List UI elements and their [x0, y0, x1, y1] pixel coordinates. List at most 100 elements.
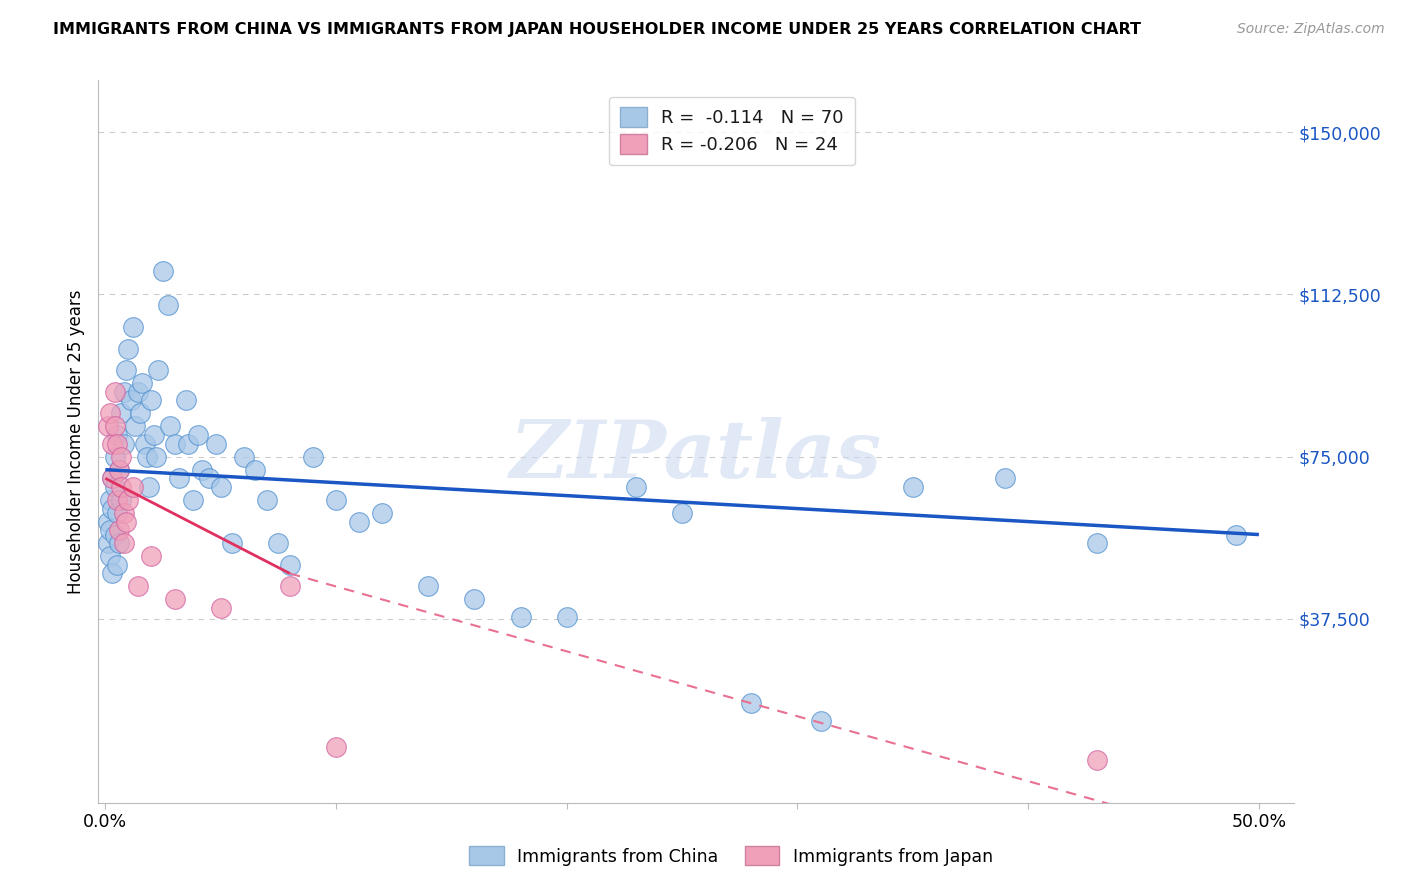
Point: [267, 536, 290, 550]
Point: [245, 463, 267, 477]
Point: [163, 436, 186, 450]
Point: [105, 428, 128, 442]
Point: [98, 523, 121, 537]
Point: [112, 536, 135, 550]
Point: [810, 714, 832, 728]
Point: [1087, 536, 1109, 550]
Point: [209, 601, 232, 615]
Point: [131, 376, 153, 391]
Point: [122, 480, 145, 494]
Point: [98, 406, 121, 420]
Point: [141, 393, 163, 408]
Point: [103, 527, 125, 541]
Point: [101, 471, 124, 485]
Point: [103, 384, 125, 399]
Point: [110, 492, 132, 507]
Point: [278, 558, 301, 572]
Point: [624, 480, 647, 494]
Point: [181, 492, 204, 507]
Point: [135, 450, 157, 464]
Point: [115, 363, 138, 377]
Point: [141, 549, 163, 564]
Point: [148, 363, 170, 377]
Point: [127, 579, 149, 593]
Point: [105, 492, 128, 507]
Point: [187, 428, 209, 442]
Y-axis label: Householder Income Under 25 years: Householder Income Under 25 years: [66, 289, 84, 594]
Point: [325, 492, 347, 507]
Point: [302, 450, 325, 464]
Point: [108, 463, 131, 477]
Point: [117, 342, 139, 356]
Point: [122, 319, 145, 334]
Point: [278, 579, 301, 593]
Point: [159, 419, 181, 434]
Point: [1225, 527, 1247, 541]
Point: [103, 419, 125, 434]
Point: [112, 506, 135, 520]
Point: [156, 298, 179, 312]
Point: [174, 393, 197, 408]
Point: [325, 739, 347, 754]
Point: [101, 501, 124, 516]
Point: [221, 536, 243, 550]
Point: [1087, 752, 1109, 766]
Point: [103, 480, 125, 494]
Point: [152, 263, 174, 277]
Text: Source: ZipAtlas.com: Source: ZipAtlas.com: [1237, 22, 1385, 37]
Point: [110, 406, 132, 420]
Point: [198, 471, 221, 485]
Point: [145, 450, 167, 464]
Point: [97, 536, 120, 550]
Point: [509, 609, 531, 624]
Point: [112, 436, 135, 450]
Point: [205, 436, 228, 450]
Point: [127, 384, 149, 399]
Point: [115, 515, 138, 529]
Point: [105, 558, 128, 572]
Point: [124, 419, 146, 434]
Text: ZIPatlas: ZIPatlas: [510, 417, 882, 495]
Point: [120, 393, 142, 408]
Point: [105, 436, 128, 450]
Point: [112, 384, 135, 399]
Point: [110, 480, 132, 494]
Point: [671, 506, 693, 520]
Point: [134, 436, 156, 450]
Legend: Immigrants from China, Immigrants from Japan: Immigrants from China, Immigrants from J…: [461, 839, 1001, 872]
Point: [191, 463, 214, 477]
Point: [371, 506, 394, 520]
Point: [105, 506, 128, 520]
Point: [994, 471, 1017, 485]
Point: [108, 463, 131, 477]
Point: [98, 492, 121, 507]
Point: [103, 450, 125, 464]
Point: [129, 406, 152, 420]
Point: [167, 471, 190, 485]
Point: [256, 492, 278, 507]
Point: [232, 450, 254, 464]
Point: [901, 480, 924, 494]
Point: [347, 515, 370, 529]
Point: [108, 523, 131, 537]
Point: [555, 609, 578, 624]
Point: [209, 480, 232, 494]
Point: [101, 566, 124, 581]
Point: [163, 592, 186, 607]
Point: [97, 419, 120, 434]
Point: [177, 436, 200, 450]
Point: [110, 450, 132, 464]
Point: [142, 428, 165, 442]
Point: [138, 480, 160, 494]
Point: [97, 515, 120, 529]
Point: [101, 436, 124, 450]
Point: [117, 492, 139, 507]
Point: [98, 549, 121, 564]
Legend: R =  -0.114   N = 70, R = -0.206   N = 24: R = -0.114 N = 70, R = -0.206 N = 24: [609, 96, 855, 165]
Point: [463, 592, 485, 607]
Text: IMMIGRANTS FROM CHINA VS IMMIGRANTS FROM JAPAN HOUSEHOLDER INCOME UNDER 25 YEARS: IMMIGRANTS FROM CHINA VS IMMIGRANTS FROM…: [53, 22, 1142, 37]
Point: [108, 536, 131, 550]
Point: [740, 696, 762, 710]
Point: [418, 579, 440, 593]
Point: [101, 471, 124, 485]
